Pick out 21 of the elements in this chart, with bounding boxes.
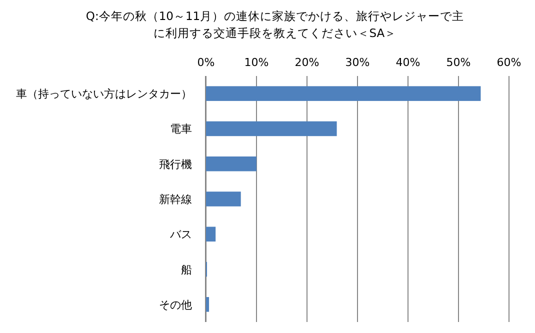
x-tick-label: 0% — [197, 56, 215, 69]
bar — [206, 156, 256, 172]
chart-title: Q:今年の秋（10～11月）の連休に家族でかける、旅行やレジャーで主に利用する交通手段を教えてください＜SA＞ — [85, 8, 465, 42]
y-tick-label: 船 — [181, 263, 192, 276]
bar — [206, 297, 210, 312]
bar — [206, 226, 216, 242]
bar — [206, 86, 481, 101]
y-tick-label: 飛行機 — [159, 158, 192, 171]
bar — [206, 192, 241, 206]
x-tick-label: 10% — [244, 56, 269, 69]
y-tick-label: その他 — [159, 298, 192, 312]
x-tick-label: 50% — [446, 56, 471, 69]
x-tick-label: 30% — [345, 56, 370, 69]
y-tick-label: 電車 — [170, 122, 192, 136]
x-tick-label: 60% — [496, 56, 522, 69]
y-tick-label: バス — [169, 228, 192, 242]
bar — [206, 121, 337, 136]
y-tick-label: 車（持っていない方はレンタカー） — [16, 88, 192, 101]
x-tick-label: 20% — [294, 56, 320, 69]
x-tick-label: 40% — [396, 56, 420, 69]
y-tick-label: 新幹線 — [159, 193, 192, 206]
